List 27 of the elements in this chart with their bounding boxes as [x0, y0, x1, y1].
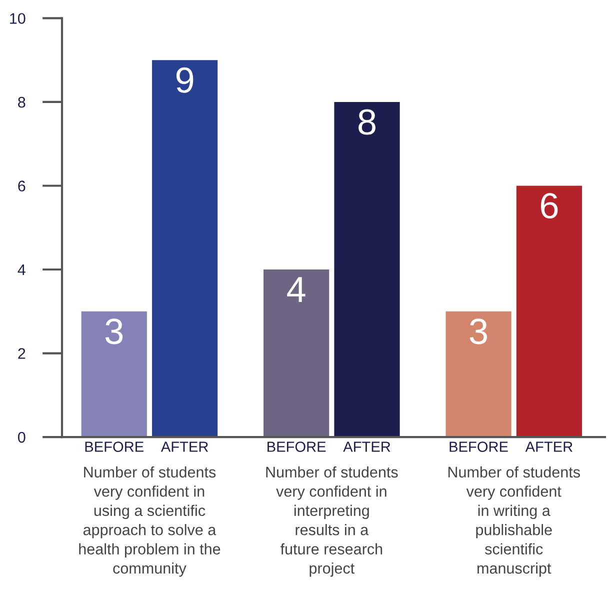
- y-tick-label: 8: [18, 96, 26, 108]
- bar: [334, 102, 400, 438]
- y-tick-label: 4: [18, 264, 26, 276]
- data-label: 4: [287, 277, 306, 302]
- data-label: 3: [105, 318, 123, 344]
- data-label: 9: [176, 67, 194, 93]
- text: AFTER: [525, 442, 572, 452]
- y-tick-label: 0: [18, 432, 26, 443]
- text: BEFORE: [450, 442, 508, 452]
- data-label: 6: [541, 192, 558, 219]
- y-tick-label: 6: [18, 180, 26, 192]
- text: AFTER: [343, 442, 390, 452]
- data-label: 8: [358, 109, 376, 135]
- y-tick-label: 10: [10, 13, 26, 24]
- series-label: AFTER: [160, 442, 208, 452]
- x-tick-label: Number of students very confident in interpreting results in a future research project: [266, 466, 398, 577]
- y-tick-label: 2: [18, 348, 26, 359]
- bar: [152, 60, 218, 438]
- bar: [516, 186, 582, 438]
- x-tick-label: Number of students very confident in using a scientific approach to solve a health problem in the community: [79, 466, 220, 577]
- data-label: 3: [470, 318, 487, 344]
- bar: [264, 270, 330, 438]
- x-tick-label: Number of students very confident in writing a publishable scientific manuscript: [448, 466, 580, 577]
- series-label: BEFORE: [85, 442, 144, 452]
- bar: [81, 311, 147, 438]
- text: BEFORE: [268, 442, 326, 452]
- bar: [446, 311, 512, 438]
